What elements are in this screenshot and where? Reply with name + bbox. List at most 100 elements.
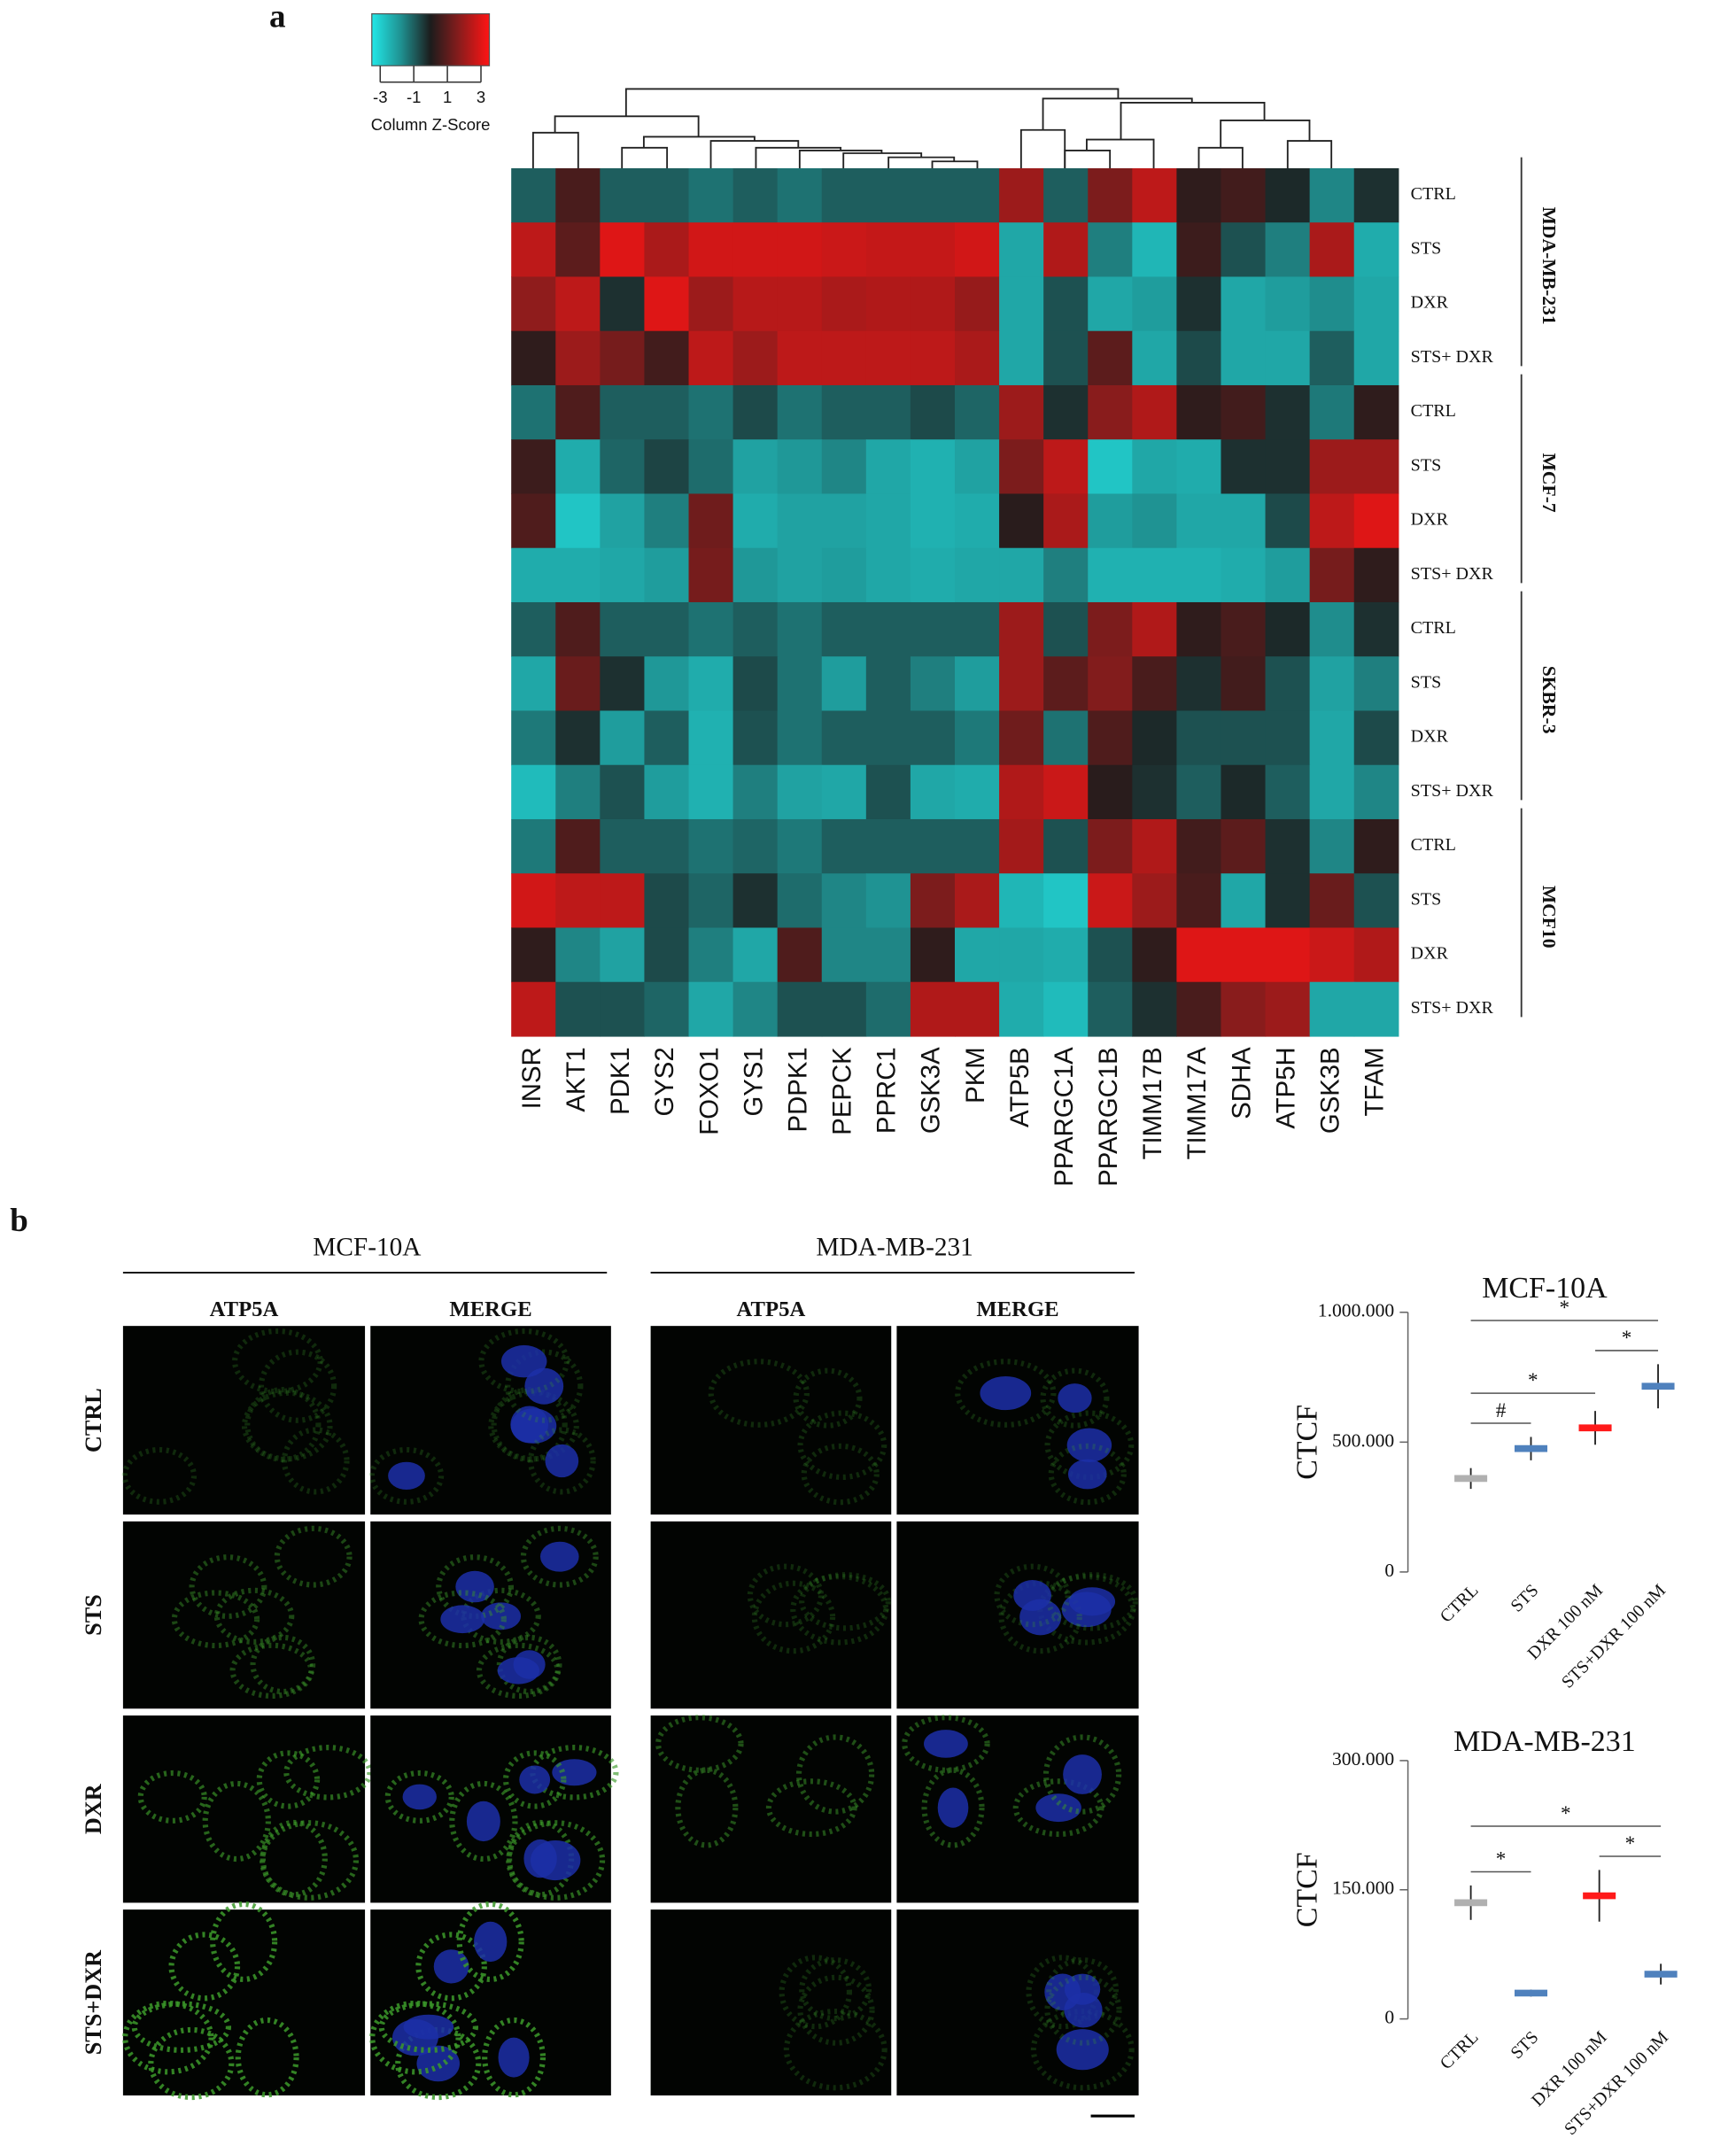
heatmap-cell <box>865 384 911 440</box>
dendrogram-branch <box>842 152 923 168</box>
group-label: MCF10 <box>1538 886 1560 949</box>
heatmap-cell <box>688 547 734 603</box>
heatmap-cell <box>688 601 734 657</box>
heatmap-cell <box>511 167 556 223</box>
colorbar-label: Column Z-Score <box>371 115 491 134</box>
micrograph <box>122 1909 366 2096</box>
x-tick-label: STS+DXR 100 nM <box>1561 2027 1672 2139</box>
heatmap-cell <box>1221 764 1267 820</box>
mitochondria-signal <box>994 1563 1071 1628</box>
mitochondria-signal <box>368 1446 445 1505</box>
heatmap-cell <box>732 927 779 983</box>
heatmap-cell <box>600 493 646 549</box>
dendrogram-branch <box>642 136 756 148</box>
mitochondria-signal <box>258 1349 337 1423</box>
heatmap-cell <box>732 547 779 603</box>
heatmap-cell <box>821 439 867 495</box>
significance-label: * <box>1560 1297 1570 1320</box>
condition-label: DXR <box>81 1783 106 1834</box>
mitochondria-signal <box>137 1770 207 1824</box>
micrograph <box>650 1521 892 1709</box>
heatmap-cell <box>821 601 867 657</box>
heatmap-cell <box>1353 656 1399 712</box>
heatmap-cell <box>910 439 956 495</box>
heatmap-cell <box>821 167 867 223</box>
heatmap-cell <box>1132 981 1178 1037</box>
heatmap-cell <box>955 981 1000 1037</box>
heatmap-cell <box>644 493 690 549</box>
column-label: TFAM <box>1360 1047 1390 1116</box>
heatmap-cell <box>511 439 556 495</box>
group-label: MCF-7 <box>1538 453 1560 513</box>
heatmap-cell <box>1043 384 1089 440</box>
significance-label: * <box>1496 1847 1507 1870</box>
heatmap-cell <box>600 547 646 603</box>
nucleus <box>519 1765 551 1794</box>
heatmap-cell <box>600 873 646 929</box>
heatmap-cell <box>1309 330 1355 386</box>
mitochondria-signal <box>482 2017 546 2098</box>
heatmap-cell <box>1132 439 1178 495</box>
dendrogram-branch <box>554 115 700 137</box>
heatmap-cell <box>1353 330 1399 386</box>
heatmap-cell <box>511 330 556 386</box>
mitochondria-signal <box>148 2026 235 2101</box>
heatmap-cell <box>688 493 734 549</box>
significance-label: * <box>1625 1832 1636 1855</box>
mitochondria-signal <box>790 1574 889 1646</box>
mitochondria-signal <box>783 2008 887 2091</box>
mitochondria-signal <box>229 1642 314 1699</box>
row-label: STS <box>1411 672 1442 692</box>
heatmap-cell <box>1043 439 1089 495</box>
heatmap-cell <box>1353 710 1399 766</box>
heatmap-cell <box>555 710 601 766</box>
heatmap-cell <box>777 439 823 495</box>
mitochondria-signal <box>436 1554 515 1619</box>
mitochondria-signal <box>1044 1410 1135 1480</box>
colorbar-tick-label: 3 <box>477 88 485 106</box>
mitochondria-signal <box>250 1634 316 1695</box>
cell-line-label: MCF-10A <box>313 1233 421 1261</box>
heatmap-cell <box>1265 330 1311 386</box>
dendrogram-branch <box>709 140 800 168</box>
cell-line-label: MDA-MB-231 <box>816 1233 973 1261</box>
micrograph <box>122 1326 366 1515</box>
heatmap-cell <box>865 710 911 766</box>
nucleus <box>937 1787 969 1828</box>
heatmap-cell <box>732 710 779 766</box>
heatmap-cell <box>865 547 911 603</box>
heatmap-cell <box>910 656 956 712</box>
heatmap-cell <box>910 167 956 223</box>
micrograph <box>650 1326 892 1515</box>
column-label: GSK3A <box>917 1047 946 1134</box>
nucleus <box>497 1657 539 1684</box>
heatmap-cell <box>1265 818 1311 874</box>
mitochondria-signal <box>121 1446 198 1505</box>
heatmap-cell <box>1265 873 1311 929</box>
heatmap-cell <box>777 927 823 983</box>
heatmap-cell <box>777 710 823 766</box>
heatmap-cell <box>777 873 823 929</box>
row-label: DXR <box>1411 510 1449 530</box>
mitochondria-signal <box>461 1587 541 1645</box>
heatmap-cell <box>600 764 646 820</box>
heatmap-cell <box>1353 547 1399 603</box>
heatmap-cell <box>1043 330 1089 386</box>
heatmap-cell <box>1221 167 1267 223</box>
heatmap-cell <box>644 981 690 1037</box>
heatmap-cell <box>999 439 1044 495</box>
heatmap-cell <box>999 276 1044 332</box>
nucleus <box>1035 1793 1081 1823</box>
significance-label: * <box>1528 1369 1538 1392</box>
heatmap-cell <box>688 656 734 712</box>
heatmap-cell <box>1265 222 1311 278</box>
heatmap-cell <box>511 981 556 1037</box>
mitochondria-signal <box>921 1767 985 1848</box>
colorbar-tick-label: -1 <box>407 88 421 106</box>
channel-label: ATP5A <box>210 1297 279 1321</box>
column-label: FOXO1 <box>694 1047 724 1135</box>
heatmap-cell <box>555 330 601 386</box>
heatmap-cell <box>955 439 1000 495</box>
mitochondria-signal <box>369 2000 461 2075</box>
heatmap-cell <box>821 981 867 1037</box>
